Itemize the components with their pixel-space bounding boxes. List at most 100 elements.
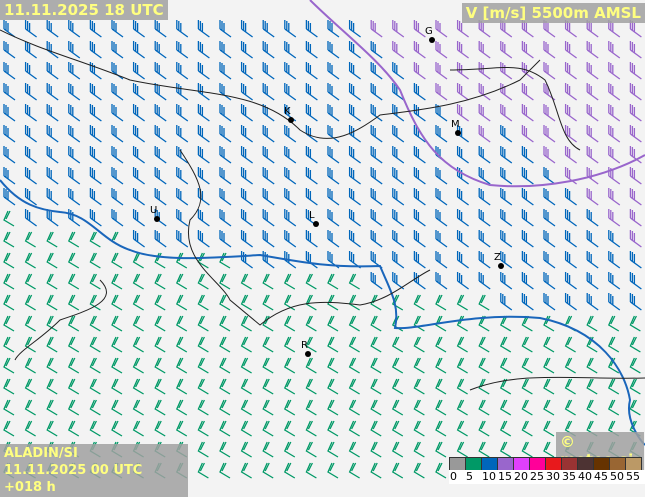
wind-barb bbox=[24, 252, 36, 269]
wind-barb bbox=[219, 378, 231, 395]
wind-barb bbox=[89, 20, 102, 38]
wind-barb bbox=[132, 41, 145, 59]
station-label: U bbox=[150, 205, 158, 216]
wind-barb bbox=[629, 357, 641, 374]
legend-swatch bbox=[530, 458, 546, 470]
wind-barb bbox=[543, 272, 556, 290]
wind-barb bbox=[586, 230, 599, 248]
wind-barb bbox=[132, 230, 145, 248]
wind-barb bbox=[521, 125, 534, 143]
wind-barb bbox=[24, 315, 36, 332]
wind-barb bbox=[46, 294, 58, 311]
wind-barb bbox=[67, 294, 80, 311]
wind-barb bbox=[219, 167, 232, 185]
wind-barb bbox=[392, 104, 405, 122]
wind-barb bbox=[456, 83, 469, 101]
wind-barb bbox=[607, 378, 620, 395]
wind-barb bbox=[478, 41, 491, 59]
wind-barb bbox=[435, 378, 447, 395]
wind-barb bbox=[586, 209, 599, 227]
wind-barb bbox=[456, 357, 468, 374]
legend-labels: 0 5 10 15 20 25 30 35 40 45 50 55 bbox=[449, 470, 645, 484]
wind-barb bbox=[111, 357, 123, 374]
wind-barb bbox=[219, 273, 231, 290]
wind-barb bbox=[413, 83, 426, 101]
wind-barb bbox=[89, 231, 101, 248]
wind-barb bbox=[305, 462, 317, 479]
run-time: 11.11.2025 00 UTC +018 h bbox=[4, 463, 143, 495]
wind-barb bbox=[46, 146, 59, 164]
wind-barb bbox=[3, 167, 16, 185]
wind-barb bbox=[154, 420, 166, 437]
wind-barb bbox=[435, 462, 447, 479]
wind-barb bbox=[392, 83, 405, 101]
legend-label: 10 bbox=[482, 470, 496, 483]
wind-barb bbox=[478, 209, 491, 227]
wind-barb bbox=[111, 41, 124, 59]
wind-barb bbox=[197, 399, 209, 416]
wind-barb bbox=[413, 20, 426, 38]
wind-barb bbox=[456, 251, 469, 269]
legend-swatch bbox=[562, 458, 578, 470]
wind-barb bbox=[89, 188, 102, 206]
wind-barb bbox=[586, 357, 598, 374]
wind-barb bbox=[68, 146, 81, 164]
wind-barb bbox=[68, 83, 81, 101]
wind-barb bbox=[608, 104, 621, 122]
wind-barb bbox=[89, 420, 101, 437]
wind-barb bbox=[175, 399, 188, 416]
wind-barb bbox=[370, 294, 382, 311]
wind-barb bbox=[564, 20, 577, 38]
wind-barb bbox=[543, 104, 556, 122]
wind-barb bbox=[456, 441, 468, 458]
wind-barb bbox=[391, 336, 404, 353]
station-dot bbox=[429, 37, 435, 43]
wind-barb bbox=[608, 20, 621, 38]
wind-barb bbox=[176, 62, 189, 80]
wind-barb bbox=[3, 378, 15, 395]
wind-barb bbox=[500, 251, 513, 269]
wind-barb bbox=[370, 441, 382, 458]
wind-barb bbox=[284, 104, 297, 122]
wind-barb bbox=[456, 146, 469, 164]
wind-barb bbox=[46, 336, 58, 353]
wind-barb bbox=[586, 399, 598, 416]
legend-label: 35 bbox=[562, 470, 576, 483]
wind-barb bbox=[521, 146, 534, 164]
wind-barb bbox=[68, 125, 81, 143]
wind-barb bbox=[154, 20, 167, 38]
wind-barb bbox=[154, 336, 166, 353]
wind-barb bbox=[132, 146, 145, 164]
wind-barb bbox=[197, 167, 210, 185]
wind-barb bbox=[435, 125, 448, 143]
wind-barb bbox=[564, 399, 576, 416]
wind-barb bbox=[327, 441, 339, 458]
station-dot bbox=[455, 130, 461, 136]
wind-barb bbox=[435, 41, 448, 59]
wind-barb bbox=[586, 378, 598, 395]
wind-barb bbox=[348, 441, 360, 458]
wind-barb bbox=[348, 62, 361, 80]
wind-barb bbox=[3, 294, 15, 311]
wind-barb bbox=[348, 294, 360, 311]
wind-barb-map bbox=[0, 0, 645, 479]
wind-barb bbox=[154, 125, 167, 143]
wind-barb bbox=[543, 209, 556, 227]
wind-barb bbox=[435, 272, 448, 290]
wind-barb bbox=[327, 273, 339, 290]
wind-barb bbox=[392, 272, 405, 290]
parameter-label: V [m/s] 5500m AMSL bbox=[461, 3, 645, 23]
wind-barb bbox=[240, 230, 253, 248]
wind-barb bbox=[154, 252, 166, 269]
wind-barb bbox=[456, 62, 469, 80]
wind-barb bbox=[435, 336, 447, 353]
wind-barb bbox=[305, 315, 317, 332]
wind-barb bbox=[175, 336, 188, 353]
wind-barb bbox=[154, 399, 166, 416]
wind-barb bbox=[24, 20, 37, 38]
wind-barb bbox=[391, 294, 404, 311]
wind-barb bbox=[46, 209, 59, 227]
wind-barb bbox=[521, 104, 534, 122]
wind-barb bbox=[132, 399, 144, 416]
wind-barb bbox=[564, 230, 577, 248]
